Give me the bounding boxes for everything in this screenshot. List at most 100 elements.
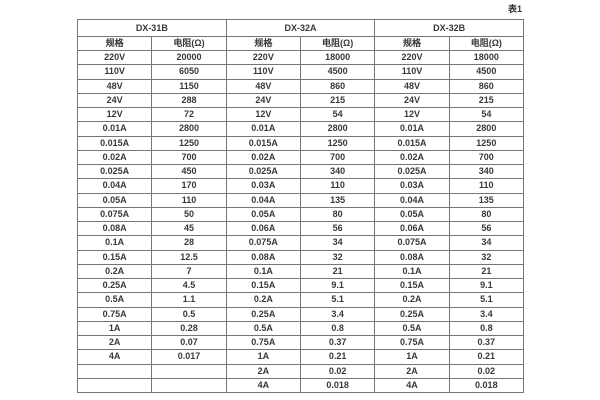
group-header-dx32a: DX-32A xyxy=(225,19,376,37)
resistance-cell: 0.5 xyxy=(151,306,227,322)
column-header-row: 规格 电阻(Ω) 规格 电阻(Ω) 规格 电阻(Ω) xyxy=(76,36,525,51)
table-row: 0.05A 110 0.04A 135 0.04A 135 xyxy=(76,192,525,208)
resistance-cell: 110 xyxy=(448,178,525,194)
resistance-cell xyxy=(151,377,227,394)
resistance-cell: 215 xyxy=(448,92,525,109)
spec-cell: 0.02A xyxy=(374,149,450,166)
resistance-cell: 0.02 xyxy=(299,363,376,379)
resistance-cell: 9.1 xyxy=(448,277,525,294)
resistance-cell: 135 xyxy=(448,192,525,208)
group-header-dx31b: DX-31B xyxy=(77,19,227,37)
spec-cell: 1A xyxy=(225,349,301,365)
table-row: 0.2A 7 0.1A 21 0.1A 21 xyxy=(76,263,525,280)
spec-cell: 12V xyxy=(374,106,450,123)
resistance-cell: 110 xyxy=(151,192,227,208)
resistance-cell: 34 xyxy=(299,235,376,251)
spec-cell: 0.75A xyxy=(225,334,301,351)
spec-cell: 4A xyxy=(374,377,450,394)
spec-cell: 48V xyxy=(374,78,450,94)
spec-cell: 2A xyxy=(76,334,153,351)
resistance-cell: 18000 xyxy=(448,49,525,66)
col-header-spec-dx32a: 规格 xyxy=(225,36,301,51)
spec-cell: 0.05A xyxy=(225,206,301,223)
spec-cell: 0.075A xyxy=(225,235,301,251)
spec-cell: 0.1A xyxy=(374,263,450,280)
resistance-cell: 2800 xyxy=(448,121,525,137)
spec-cell: 2A xyxy=(374,363,450,379)
table-row: 0.5A 1.1 0.2A 5.1 0.2A 5.1 xyxy=(76,292,525,308)
resistance-cell: 110 xyxy=(299,178,376,194)
table-row: 0.04A 170 0.03A 110 0.03A 110 xyxy=(76,178,525,194)
table-row: 0.01A 2800 0.01A 2800 0.01A 2800 xyxy=(76,121,525,137)
resistance-cell: 21 xyxy=(448,263,525,280)
resistance-cell: 135 xyxy=(299,192,376,208)
col-header-resistance-dx32a: 电阻(Ω) xyxy=(299,36,376,51)
table-row: 4A 0.018 4A 0.018 xyxy=(76,377,525,394)
resistance-cell: 3.4 xyxy=(299,306,376,322)
table-caption: 表1 xyxy=(507,4,522,14)
spec-cell: 24V xyxy=(76,92,153,109)
resistance-cell: 0.8 xyxy=(448,320,525,337)
spec-cell: 0.1A xyxy=(225,263,301,280)
resistance-cell: 32 xyxy=(448,249,525,265)
resistance-cell: 21 xyxy=(299,263,376,280)
resistance-cell: 700 xyxy=(448,149,525,166)
resistance-cell: 34 xyxy=(448,235,525,251)
spec-cell: 0.01A xyxy=(374,121,450,137)
spec-cell: 0.2A xyxy=(225,292,301,308)
spec-cell: 0.05A xyxy=(76,192,153,208)
spec-cell: 1A xyxy=(374,349,450,365)
table-row: 24V 288 24V 215 24V 215 xyxy=(76,92,525,109)
resistance-cell: 72 xyxy=(151,106,227,123)
spec-cell: 0.01A xyxy=(76,121,153,137)
table-row: 2A 0.02 2A 0.02 xyxy=(76,363,525,379)
resistance-cell: 5.1 xyxy=(299,292,376,308)
resistance-cell: 0.07 xyxy=(151,334,227,351)
spec-cell: 24V xyxy=(225,92,301,109)
resistance-cell: 1250 xyxy=(151,135,227,151)
spec-cell: 110V xyxy=(225,64,301,80)
table-row: 110V 6050 110V 4500 110V 4500 xyxy=(76,64,525,80)
resistance-cell: 860 xyxy=(299,78,376,94)
spec-cell: 0.25A xyxy=(225,306,301,322)
table-row: 12V 72 12V 54 12V 54 xyxy=(76,106,525,123)
resistance-cell: 1.1 xyxy=(151,292,227,308)
spec-cell: 0.04A xyxy=(374,192,450,208)
resistance-cell: 54 xyxy=(448,106,525,123)
resistance-cell: 45 xyxy=(151,220,227,237)
col-header-spec-dx31b: 规格 xyxy=(76,36,153,51)
spec-cell: 0.5A xyxy=(374,320,450,337)
spec-cell: 4A xyxy=(225,377,301,394)
resistance-cell: 0.37 xyxy=(299,334,376,351)
resistance-cell: 0.018 xyxy=(299,377,376,394)
resistance-cell: 1250 xyxy=(448,135,525,151)
resistance-cell: 340 xyxy=(448,163,525,180)
spec-cell xyxy=(76,363,153,379)
table-body: 220V 20000 220V 18000 220V 18000 110V 6050 110V 4… xyxy=(76,49,525,394)
spec-cell: 110V xyxy=(374,64,450,80)
table-row: 0.025A 450 0.025A 340 0.025A 340 xyxy=(76,163,525,180)
resistance-cell: 6050 xyxy=(151,64,227,80)
spec-cell: 0.2A xyxy=(374,292,450,308)
group-header-row: DX-31B DX-32A DX-32B xyxy=(77,19,524,37)
table-row: 0.08A 45 0.06A 56 0.06A 56 xyxy=(76,220,525,237)
resistance-cell: 20000 xyxy=(151,49,227,66)
resistance-cell: 0.8 xyxy=(299,320,376,337)
spec-cell: 0.25A xyxy=(76,277,153,294)
spec-cell: 0.075A xyxy=(76,206,153,223)
resistance-cell: 700 xyxy=(299,149,376,166)
spec-cell: 220V xyxy=(76,49,153,66)
spec-cell: 0.075A xyxy=(374,235,450,251)
table-row: 220V 20000 220V 18000 220V 18000 xyxy=(76,49,525,66)
resistance-cell: 340 xyxy=(299,163,376,180)
spec-cell: 0.01A xyxy=(225,121,301,137)
resistance-cell: 80 xyxy=(299,206,376,223)
spec-cell: 0.75A xyxy=(76,306,153,322)
spec-cell: 0.5A xyxy=(225,320,301,337)
resistance-cell: 4.5 xyxy=(151,277,227,294)
resistance-cell: 5.1 xyxy=(448,292,525,308)
spec-cell: 12V xyxy=(76,106,153,123)
resistance-cell: 0.018 xyxy=(448,377,525,394)
spec-cell: 0.04A xyxy=(76,178,153,194)
table-row: 0.25A 4.5 0.15A 9.1 0.15A 9.1 xyxy=(76,277,525,294)
